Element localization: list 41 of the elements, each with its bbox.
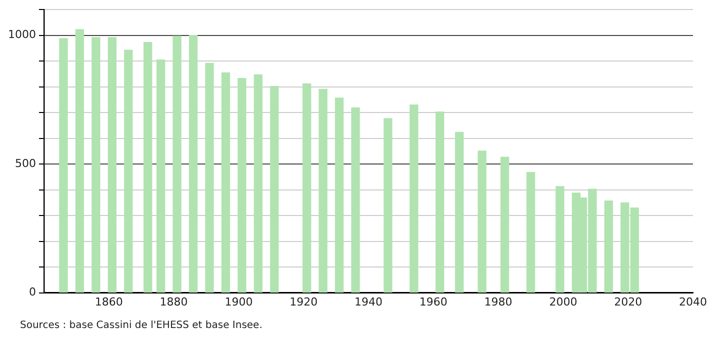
x-tick-label: 1920 (290, 295, 318, 308)
y-tick-label: 1000 (8, 28, 36, 42)
bar (318, 88, 328, 293)
bar (334, 98, 344, 293)
bar (604, 200, 613, 293)
bar (478, 150, 486, 293)
x-tick-label: 2040 (679, 295, 708, 308)
bar (455, 132, 464, 293)
bar (92, 37, 100, 293)
bar (556, 186, 564, 293)
x-tick-label: 2020 (614, 295, 642, 308)
bar (75, 29, 84, 293)
bar (156, 59, 166, 293)
bar (59, 38, 68, 293)
bar (410, 104, 418, 293)
y-tick-label: 0 (29, 286, 36, 299)
x-tick-label: 2000 (549, 295, 578, 308)
bar (500, 156, 510, 293)
bar (221, 72, 230, 293)
bar (188, 35, 198, 293)
bar (436, 111, 444, 293)
x-tick-label: 1880 (160, 295, 188, 308)
x-tick-label: 1960 (419, 295, 448, 308)
bar (205, 62, 214, 293)
bar (351, 107, 360, 293)
bar (384, 118, 392, 293)
bar (238, 78, 246, 293)
bar (254, 74, 262, 293)
x-tick-label: 1860 (94, 295, 123, 308)
bar (124, 50, 133, 293)
bar (526, 172, 536, 293)
x-tick-label: 1980 (484, 295, 512, 308)
x-tick-label: 1900 (224, 295, 253, 308)
y-tick-label: 500 (15, 156, 36, 170)
source-note: Sources : base Cassini de l'EHESS et base Insee. (20, 320, 262, 331)
bar (172, 36, 182, 293)
bar (302, 83, 312, 293)
bar (108, 37, 116, 293)
bar (144, 42, 152, 293)
x-tick-label: 1940 (354, 295, 382, 308)
bar (270, 86, 279, 293)
